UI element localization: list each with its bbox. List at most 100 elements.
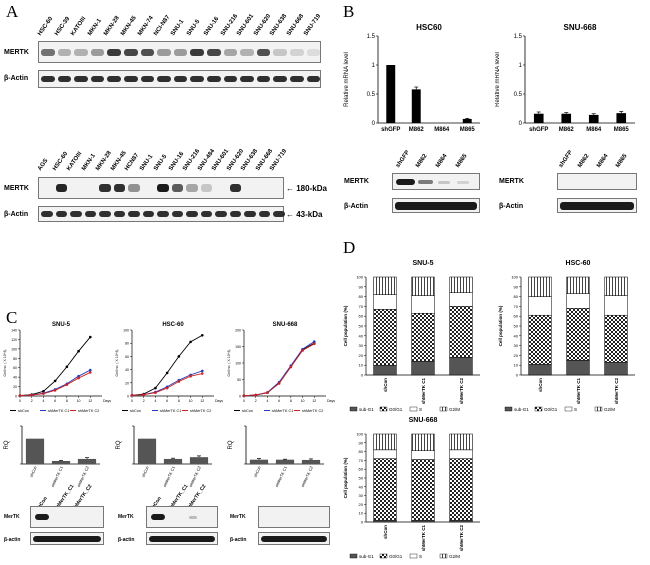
blot1-mertk-band-13 [256,49,271,56]
point-shmertk-c2 [301,349,304,352]
bar-shmertk-c1-g0-g1 [411,459,435,521]
b-left-lane-shgfp: shGFP [395,149,412,169]
y-axis-label: Cell no. ( X 10^4) [115,350,119,377]
y-tick-label: 30 [514,343,519,348]
blot1-actin-band-2 [74,76,88,82]
bar-shcon-s [373,294,397,310]
panel-label-b: B [343,2,355,21]
legend-label-s: S [574,407,577,412]
b-right-lane-m862: M862 [577,153,591,169]
legend-label-sub-g1: sub-G1 [514,407,529,412]
c0-actin-strip [30,532,104,545]
blot1-mertk-band-10 [207,49,221,56]
c0-row-mertk: MerTK [4,514,20,520]
blot1-actin-band-14 [273,76,287,82]
bar-shmertk-c2 [189,457,209,464]
bar-shcon [137,438,157,464]
chart-title: HSC-60 [162,322,184,328]
y-tick-label: 10 [359,511,364,516]
point-shmertk-c2 [130,394,134,397]
point-shmertk-c2 [30,393,34,397]
y-tick-label: 0.5 [514,92,523,98]
panel-c-growth-hsc60: HSC-60 0 20 40 60 80 100 0 2 4 6 8 10 12 Days Cell no. … [115,322,223,413]
y-tick-label: 50 [237,378,241,382]
legend-swatch-s [409,553,418,559]
chart-title: SNU-5 [52,322,71,328]
y-tick-label: 20 [359,353,364,358]
blot1-mertk-band-11 [223,49,238,56]
y-tick-label: 140 [11,329,17,333]
point-shmertk-c2 [242,394,246,397]
x-tick-label: 12 [312,399,316,403]
bar-shcon-g0-g1 [528,314,552,365]
legend-label-shcon: shCon [242,409,253,413]
blot2-actin-band-0 [41,211,53,217]
blot1-lane-mkn-45: MKN-45 [120,15,138,37]
point-shmertk-c2 [18,394,22,397]
c2-actin-strip [258,532,330,545]
panel-c-growth-snu5: SNU-5 0 20 40 60 80 100 120 140 0 2 4 6 8 10 12 Days Cell… [3,322,111,413]
y-tick-label: 40 [359,484,364,489]
x-label-group: shCon [383,525,388,539]
x-tick-label: 12 [88,399,92,403]
blot2-mertk-band-11 [200,184,212,192]
x-tick-label: 0 [19,399,21,403]
y-axis-label-group: Cell population (%) [343,305,348,346]
legend-label-shcon: shCon [130,409,141,413]
legend-swatch-g2-m [439,406,448,412]
legend-swatch-g0-g1 [379,406,388,412]
blot2-row-actin: β-Actin [4,211,29,218]
bar-shcon-sub-g1 [373,364,397,376]
point-shmertk-c1 [312,340,316,343]
y-tick-label: 80 [359,449,364,454]
blot1-actin-band-9 [190,76,204,82]
x-tick-label-shgfp: shGFP [381,127,400,133]
y-tick-label: 0 [15,395,17,399]
legend-swatch-g0-g1 [534,406,543,412]
blot2-row-mertk: MERTK [4,185,29,192]
bar-shcon-sub-g1 [373,519,397,523]
y-tick-label: 70 [359,458,364,463]
panel-c-blot-snu5: shCon shMerTK_C1 shMerTK_C2 MerTK β-acti… [0,484,112,552]
point-shmertk-c2 [200,372,204,375]
bar-shcon-g2-m [528,276,552,297]
point-shmertk-c2 [142,393,146,396]
b-right-lane-m864: M864 [596,153,610,169]
x-tick-label-shcon: shCon [140,465,149,478]
bar-shmertk-c2-s [604,295,628,316]
x-tick-label-shgfp: shGFP [529,127,548,133]
y-axis-label-group: Relative mRNA level [495,52,501,107]
bar-shmertk-c1 [51,460,71,464]
y-tick-label: 30 [359,343,364,348]
bar-shmertk-c1-sub-g1 [411,519,435,523]
x-label-group: shMerTK C2 [459,378,464,405]
y-axis-label: Relative mRNA level [344,52,350,107]
bar-shmertk-c1-s [411,295,435,314]
x-label-group: shMerTK C1 [162,465,176,488]
point-shcon [154,386,157,390]
bar-shgfp [386,65,396,123]
c0-row-actin: β-actin [4,537,21,543]
bar-shmertk-c1-g2-m [566,276,590,294]
legend-swatch-g2-m [594,406,603,412]
chart-title: HSC60 [416,23,442,32]
y-axis-label: Cell no. ( X 10^4) [227,350,231,377]
blot2-mertk-band-13 [229,184,241,192]
x-label-group: shMerTK C1 [421,525,426,552]
blot2-lane-snu-1: SNU-1 [138,153,154,172]
blot2-actin-band-5 [113,211,125,217]
x-tick-label-shmertk-c1: shMerTK C1 [274,465,288,488]
x-tick-label: 0 [243,399,245,403]
x-label-group: shMerTK C2 [188,465,202,488]
blot1-mertk-band-16 [306,49,321,56]
bar-shmertk-c1-g0-g1 [411,313,435,362]
x-label-group: shMerTK C1 [274,465,288,488]
y-tick-label: 40 [359,333,364,338]
c1-row-actin: β-actin [118,537,135,543]
y-tick-label: 50 [359,476,364,481]
x-tick-label-shcon: shCon [28,465,37,478]
x-tick-label: 10 [77,399,81,403]
blot1-actin-band-13 [256,76,271,82]
x-axis-label: Days [215,399,223,403]
y-tick-label: 10 [359,363,364,368]
